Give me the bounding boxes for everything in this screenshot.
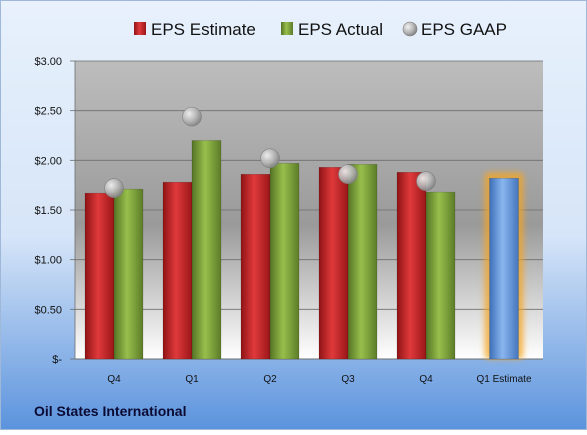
eps-gaap-marker bbox=[182, 106, 202, 127]
legend: EPS Estimate EPS Actual EPS GAAP bbox=[134, 20, 507, 39]
data-marks bbox=[84, 106, 524, 360]
eps-estimate-bar bbox=[396, 172, 427, 360]
y-tick-label: $- bbox=[52, 354, 62, 366]
x-tick-label: Q4 bbox=[107, 374, 121, 385]
x-tick-label: Q1 bbox=[185, 374, 199, 385]
eps-actual-bar bbox=[269, 163, 300, 360]
company-name: Oil States International bbox=[34, 403, 186, 419]
eps-actual-bar bbox=[113, 188, 144, 360]
eps-actual-bar bbox=[425, 191, 456, 360]
legend-swatch bbox=[402, 21, 418, 37]
y-axis: $- $0.50 $1.00 $1.50 $2.00 $2.50 $3.00 bbox=[34, 56, 76, 366]
eps-actual-bar bbox=[347, 164, 378, 360]
y-tick-label: $3.00 bbox=[34, 56, 62, 68]
legend-label: EPS GAAP bbox=[421, 20, 507, 39]
eps-gaap-marker bbox=[338, 164, 358, 185]
x-tick-label: Q3 bbox=[341, 374, 355, 385]
legend-swatch bbox=[134, 22, 146, 35]
eps-estimate-bar bbox=[318, 167, 349, 360]
eps-estimate-bar bbox=[240, 173, 271, 360]
x-axis: Q4 Q1 Q2 Q3 Q4 Q1 Estimate bbox=[75, 358, 543, 385]
eps-actual-bar bbox=[191, 140, 222, 360]
eps-estimate-bar bbox=[162, 181, 193, 360]
legend-swatch bbox=[281, 22, 293, 35]
x-tick-label: Q1 Estimate bbox=[476, 374, 531, 385]
y-tick-label: $2.00 bbox=[34, 155, 62, 167]
eps-gaap-marker bbox=[104, 178, 124, 198]
eps-gaap-marker bbox=[260, 148, 280, 169]
eps-estimate-bar bbox=[84, 192, 115, 360]
legend-label: EPS Estimate bbox=[151, 20, 256, 39]
y-tick-label: $0.50 bbox=[34, 304, 62, 316]
eps-gaap-marker bbox=[416, 171, 436, 191]
eps-forecast-bar bbox=[489, 177, 519, 360]
x-tick-label: Q2 bbox=[263, 374, 277, 385]
y-tick-label: $1.00 bbox=[34, 255, 62, 267]
legend-label: EPS Actual bbox=[298, 20, 383, 39]
y-tick-label: $2.50 bbox=[34, 106, 62, 118]
x-tick-label: Q4 bbox=[419, 374, 433, 385]
gridlines bbox=[75, 60, 543, 360]
y-tick-label: $1.50 bbox=[34, 205, 62, 217]
